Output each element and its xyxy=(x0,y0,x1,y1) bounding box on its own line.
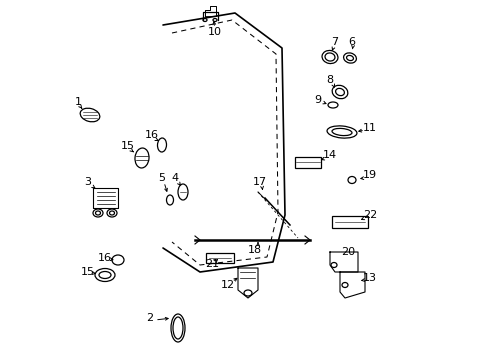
Bar xyxy=(294,157,320,167)
Text: 16: 16 xyxy=(145,130,159,140)
Text: 15: 15 xyxy=(81,267,95,277)
Text: 11: 11 xyxy=(362,123,376,133)
Bar xyxy=(205,253,234,263)
Bar xyxy=(331,216,367,228)
Text: 4: 4 xyxy=(171,173,178,183)
Text: 22: 22 xyxy=(362,210,376,220)
Text: 10: 10 xyxy=(207,27,222,37)
Text: 20: 20 xyxy=(340,247,354,257)
Text: 12: 12 xyxy=(221,280,235,290)
Text: 13: 13 xyxy=(362,273,376,283)
Text: 21: 21 xyxy=(204,259,219,269)
Text: 9: 9 xyxy=(314,95,321,105)
Text: 19: 19 xyxy=(362,170,376,180)
Text: 16: 16 xyxy=(98,253,112,263)
Text: 1: 1 xyxy=(74,97,81,107)
Text: 2: 2 xyxy=(146,313,153,323)
Text: 18: 18 xyxy=(247,245,262,255)
Text: 17: 17 xyxy=(252,177,266,187)
Text: 7: 7 xyxy=(331,37,338,47)
Text: 3: 3 xyxy=(84,177,91,187)
Text: 8: 8 xyxy=(326,75,333,85)
Text: 14: 14 xyxy=(322,150,336,160)
Text: 15: 15 xyxy=(121,141,135,151)
Text: 5: 5 xyxy=(158,173,165,183)
Text: 6: 6 xyxy=(348,37,355,47)
